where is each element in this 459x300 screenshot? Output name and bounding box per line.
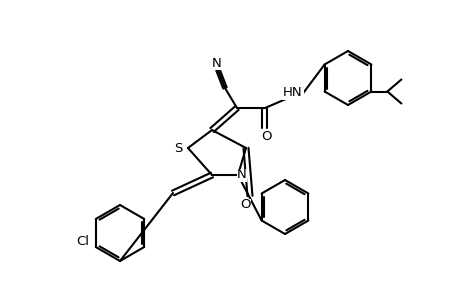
Text: N: N [212,56,221,70]
Text: N: N [236,169,246,182]
Text: O: O [261,130,272,143]
Text: O: O [240,199,251,212]
Text: S: S [174,142,182,154]
Text: HN: HN [283,85,302,98]
Text: Cl: Cl [76,236,89,248]
